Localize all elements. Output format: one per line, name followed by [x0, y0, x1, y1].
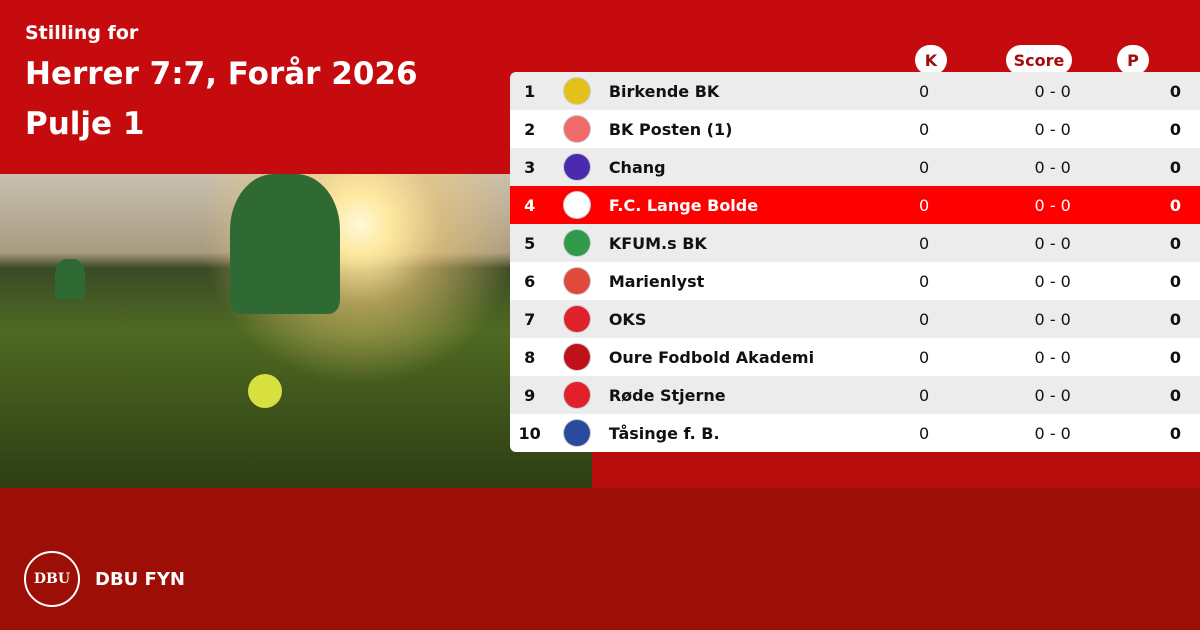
team-name: KFUM.s BK [608, 233, 707, 253]
matches: 0 [918, 233, 930, 253]
matches: 0 [918, 423, 930, 443]
table-row[interactable]: 9 Røde Stjerne 0 0 - 0 0 [510, 376, 1200, 414]
score: 0 - 0 [1034, 309, 1071, 329]
team-logo-icon [563, 229, 591, 257]
points: 0 [1169, 81, 1182, 101]
matches: 0 [918, 195, 930, 215]
team-logo-icon [563, 305, 591, 333]
table-row[interactable]: 5 KFUM.s BK 0 0 - 0 0 [510, 224, 1200, 262]
position: 7 [524, 309, 536, 329]
points: 0 [1169, 233, 1182, 253]
team-name: Marienlyst [608, 271, 705, 291]
team-logo-icon [563, 191, 591, 219]
page-title: Herrer 7:7, Forår 2026 [25, 56, 418, 92]
points: 0 [1169, 119, 1182, 139]
points: 0 [1169, 347, 1182, 367]
score: 0 - 0 [1034, 423, 1071, 443]
team-name: OKS [608, 309, 647, 329]
position: 4 [524, 195, 536, 215]
team-logo-icon [563, 267, 591, 295]
position: 1 [524, 81, 536, 101]
team-name: Tåsinge f. B. [608, 423, 720, 443]
team-logo-icon [563, 419, 591, 447]
matches: 0 [918, 347, 930, 367]
dbu-logo: DBU [24, 551, 80, 607]
team-logo-icon [563, 381, 591, 409]
table-row[interactable]: 2 BK Posten (1) 0 0 - 0 0 [510, 110, 1200, 148]
matches: 0 [918, 309, 930, 329]
table-row[interactable]: 7 OKS 0 0 - 0 0 [510, 300, 1200, 338]
team-name: Birkende BK [608, 81, 720, 101]
team-name: Chang [608, 157, 666, 177]
score: 0 - 0 [1034, 385, 1071, 405]
score: 0 - 0 [1034, 233, 1071, 253]
score: 0 - 0 [1034, 81, 1071, 101]
table-row[interactable]: 4 F.C. Lange Bolde 0 0 - 0 0 [510, 186, 1200, 224]
score: 0 - 0 [1034, 347, 1071, 367]
position: 2 [524, 119, 536, 139]
matches: 0 [918, 81, 930, 101]
subtitle: Stilling for [25, 22, 139, 44]
team-logo-icon [563, 153, 591, 181]
table-row[interactable]: 3 Chang 0 0 - 0 0 [510, 148, 1200, 186]
position: 5 [524, 233, 536, 253]
points: 0 [1169, 385, 1182, 405]
team-name: F.C. Lange Bolde [608, 195, 759, 215]
matches: 0 [918, 157, 930, 177]
team-logo-icon [563, 343, 591, 371]
points: 0 [1169, 309, 1182, 329]
football-photo [0, 174, 592, 488]
matches: 0 [918, 119, 930, 139]
table-row[interactable]: 6 Marienlyst 0 0 - 0 0 [510, 262, 1200, 300]
pool-title: Pulje 1 [25, 106, 145, 142]
table-row[interactable]: 8 Oure Fodbold Akademi 0 0 - 0 0 [510, 338, 1200, 376]
score: 0 - 0 [1034, 271, 1071, 291]
table-row[interactable]: 1 Birkende BK 0 0 - 0 0 [510, 72, 1200, 110]
team-name: BK Posten (1) [608, 119, 733, 139]
score: 0 - 0 [1034, 195, 1071, 215]
matches: 0 [918, 271, 930, 291]
team-logo-icon [563, 77, 591, 105]
position: 10 [518, 423, 541, 443]
position: 6 [524, 271, 536, 291]
org-name: DBU FYN [95, 569, 185, 590]
team-logo-icon [563, 115, 591, 143]
table-row[interactable]: 10 Tåsinge f. B. 0 0 - 0 0 [510, 414, 1200, 452]
points: 0 [1169, 195, 1182, 215]
column-header-score: Score [1006, 45, 1072, 75]
points: 0 [1169, 157, 1182, 177]
column-header-p: P [1117, 45, 1149, 75]
points: 0 [1169, 423, 1182, 443]
position: 9 [524, 385, 536, 405]
team-name: Oure Fodbold Akademi [608, 347, 815, 367]
points: 0 [1169, 271, 1182, 291]
position: 3 [524, 157, 536, 177]
score: 0 - 0 [1034, 157, 1071, 177]
matches: 0 [918, 385, 930, 405]
score: 0 - 0 [1034, 119, 1071, 139]
position: 8 [524, 347, 536, 367]
team-name: Røde Stjerne [608, 385, 726, 405]
column-header-k: K [915, 45, 947, 75]
